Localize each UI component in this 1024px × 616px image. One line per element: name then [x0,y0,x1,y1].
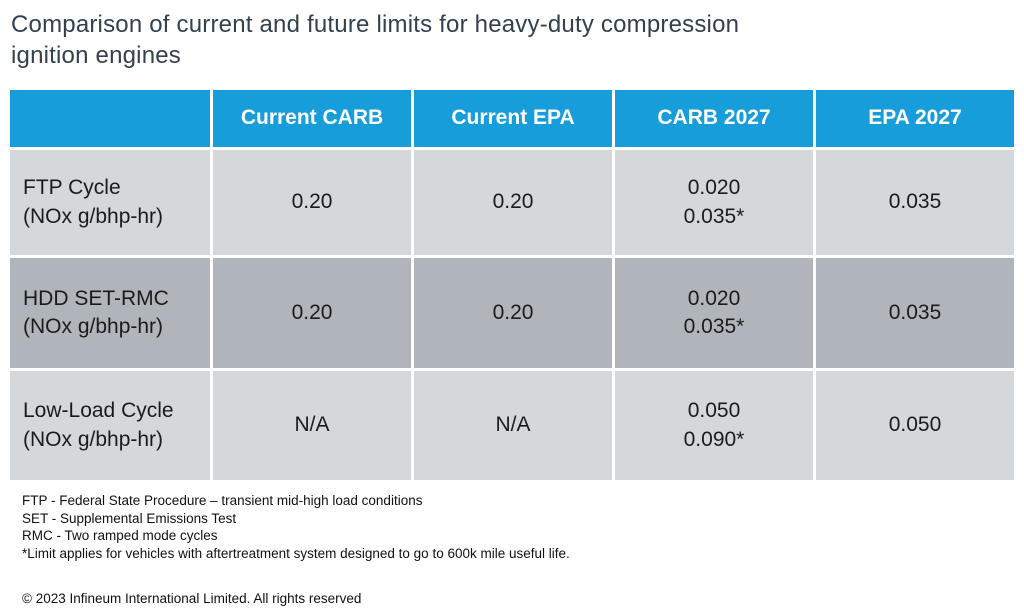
row-label-low-load-cycle: Low-Load Cycle (NOx g/bhp-hr) [10,371,210,480]
page-title-line2: ignition engines [11,42,181,69]
footnote-asterisk: *Limit applies for vehicles with aftertr… [22,545,570,561]
header-cell-empty [10,90,210,147]
cell-hdd-current-epa: 0.20 [414,258,612,368]
cell-ftp-current-epa: 0.20 [414,150,612,255]
cell-hdd-epa-2027: 0.035 [816,258,1014,368]
cell-llc-current-epa: N/A [414,371,612,480]
cell-ftp-epa-2027: 0.035 [816,150,1014,255]
cell-llc-epa-2027: 0.050 [816,371,1014,480]
header-cell-epa-2027: EPA 2027 [816,90,1014,147]
row-label-hdd-set-rmc: HDD SET-RMC (NOx g/bhp-hr) [10,258,210,368]
header-cell-current-epa: Current EPA [414,90,612,147]
cell-llc-current-carb: N/A [213,371,411,480]
footnote-rmc: RMC - Two ramped mode cycles [22,528,218,543]
footnote-set: SET - Supplemental Emissions Test [22,510,237,526]
copyright-notice: © 2023 Infineum International Limited. A… [22,591,362,606]
page-title: Comparison of current and future limits … [11,9,739,71]
cell-hdd-current-carb: 0.20 [213,258,411,368]
cell-hdd-carb-2027: 0.020 0.035* [615,258,813,368]
cell-llc-carb-2027: 0.050 0.090* [615,371,813,480]
cell-ftp-current-carb: 0.20 [213,150,411,255]
row-label-ftp-cycle: FTP Cycle (NOx g/bhp-hr) [10,150,210,255]
cell-ftp-carb-2027: 0.020 0.035* [615,150,813,255]
limits-table: Current CARB Current EPA CARB 2027 EPA 2… [10,90,1014,480]
header-cell-carb-2027: CARB 2027 [615,90,813,147]
header-cell-current-carb: Current CARB [213,90,411,147]
footnote-ftp: FTP - Federal State Procedure – transien… [22,493,423,508]
page-title-line1: Comparison of current and future limits … [11,11,740,38]
footnotes: FTP - Federal State Procedure – transien… [22,492,570,562]
